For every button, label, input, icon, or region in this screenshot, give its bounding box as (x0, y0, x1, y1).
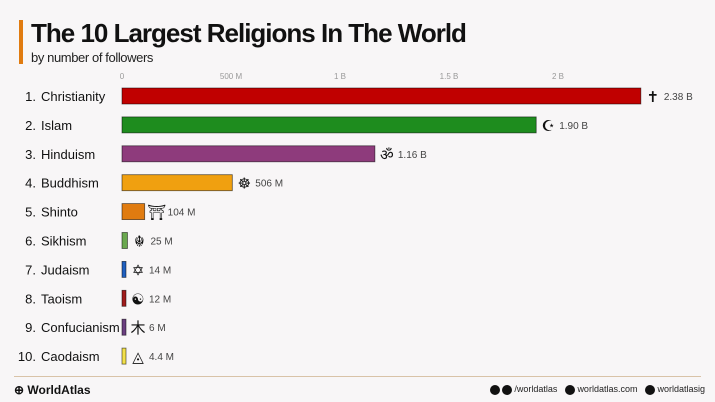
x-tick-label: 2 B (552, 72, 564, 81)
category-label: Confucianism (41, 320, 120, 335)
value-label: 12 M (149, 294, 171, 305)
bar-shinto (121, 203, 146, 221)
category-number: 6. (25, 234, 36, 249)
category-number: 10. (18, 349, 36, 364)
category-number: 1. (25, 89, 36, 104)
value-label: 1.90 B (559, 121, 588, 132)
category-label: Islam (41, 118, 72, 133)
category-label: Caodaism (41, 349, 100, 364)
instagram-icon (645, 384, 656, 395)
category-label: Judaism (41, 262, 89, 277)
bar-islam (121, 116, 537, 134)
khanda-icon: ☬ (134, 233, 145, 251)
category-number: 7. (25, 262, 36, 277)
value-label: 1.16 B (398, 150, 427, 161)
chart-subtitle: by number of followers (31, 50, 153, 65)
bar-christianity (121, 87, 642, 105)
footer-divider (14, 376, 701, 377)
facebook-icon (502, 384, 513, 395)
value-label: 104 M (168, 208, 196, 219)
cross-icon: ✝ (647, 88, 660, 106)
chart-title: The 10 Largest Religions In The World (31, 18, 467, 48)
social-handle: /worldatlas (514, 384, 558, 394)
category-label: Taoism (41, 291, 82, 306)
website-link[interactable]: worldatlas.com (565, 384, 637, 395)
x-tick-label: 0 (120, 72, 125, 81)
web-icon (565, 384, 576, 395)
category-label: Sikhism (41, 234, 87, 249)
bar-taoism (121, 289, 127, 307)
dharma-wheel-icon: ☸ (238, 175, 251, 193)
value-label: 14 M (149, 265, 171, 276)
website: worldatlas.com (577, 384, 638, 394)
bar-confucianism (121, 318, 127, 336)
title-accent-bar (19, 20, 23, 64)
globe-icon: ⊕ (14, 383, 25, 397)
star-of-david-icon: ✡ (132, 261, 145, 279)
x-tick-label: 1 B (334, 72, 346, 81)
confucian-symbol-icon: 木 (130, 319, 145, 337)
value-label: 6 M (149, 323, 166, 334)
caodaism-eye-icon: ◬ (132, 348, 144, 366)
brand-name: WorldAtlas (27, 383, 91, 397)
om-icon: ॐ (380, 146, 394, 164)
x-tick-label: 500 M (220, 72, 243, 81)
category-number: 4. (25, 176, 36, 191)
social-links: /worldatlas worldatlas.com worldatlasig (490, 384, 705, 395)
value-label: 506 M (255, 179, 283, 190)
bar-judaism (121, 260, 127, 278)
instagram-link[interactable]: worldatlasig (645, 384, 705, 395)
instagram-handle: worldatlasig (657, 384, 705, 394)
bar-caodaism (121, 347, 127, 365)
x-tick-label: 1.5 B (440, 72, 459, 81)
social-handle-link[interactable]: /worldatlas (490, 384, 557, 395)
crescent-star-icon: ☪ (541, 117, 554, 135)
bar-hinduism (121, 145, 376, 163)
category-number: 3. (25, 147, 36, 162)
category-label: Hinduism (41, 147, 95, 162)
torii-icon: ⛩ (147, 204, 166, 222)
category-number: 2. (25, 118, 36, 133)
bar-buddhism (121, 174, 233, 192)
category-label: Christianity (41, 89, 106, 104)
category-number: 8. (25, 291, 36, 306)
youtube-icon (490, 384, 501, 395)
value-label: 2.38 B (664, 92, 693, 103)
yin-yang-icon: ☯ (131, 290, 144, 308)
bar-sikhism (121, 232, 128, 249)
brand-logo: ⊕ WorldAtlas (14, 383, 91, 397)
value-label: 4.4 M (149, 352, 174, 363)
category-number: 9. (25, 320, 36, 335)
category-label: Shinto (41, 205, 78, 220)
category-number: 5. (25, 205, 36, 220)
category-label: Buddhism (41, 176, 99, 191)
value-label: 25 M (150, 237, 172, 248)
